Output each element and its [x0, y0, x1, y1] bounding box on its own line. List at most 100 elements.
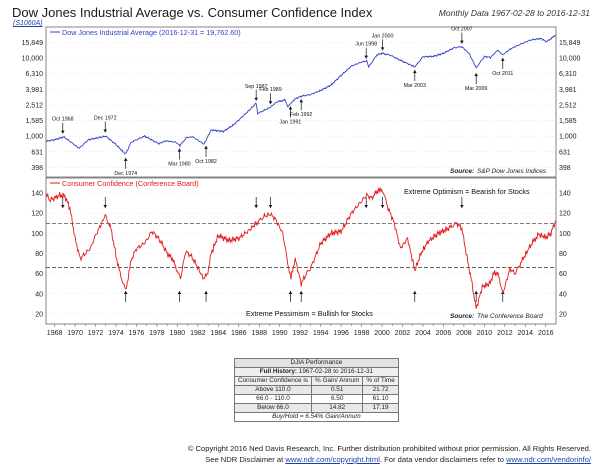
- confidence-source-label: Source:: [450, 313, 474, 320]
- djia-gridlines: [46, 42, 556, 168]
- annotation-label: Feb 1989: [259, 87, 281, 93]
- x-tick-label: 1980: [170, 330, 186, 337]
- x-tick-label: 1984: [211, 330, 227, 337]
- confidence-y-tick-label: 60: [559, 271, 567, 278]
- djia-annotations: Oct 1968 Dec 1972 Dec 1974 Mar 1980 Oct 1982…: [52, 27, 513, 177]
- confidence-arrows: [60, 197, 505, 302]
- djia-y-tick-label: 3,981: [559, 87, 577, 94]
- chart-title: Dow Jones Industrial Average vs. Consume…: [12, 5, 373, 20]
- up-arrowhead: [177, 291, 182, 294]
- x-tick-label: 2008: [456, 330, 472, 337]
- confidence-panel-frame: [45, 177, 557, 325]
- down-arrowhead: [460, 205, 464, 208]
- perf-row-label: Below 66.0: [234, 403, 312, 413]
- djia-y-tick-label: 1,000: [559, 134, 577, 141]
- djia-source-name: S&P Dow Jones Indices: [477, 168, 547, 175]
- confidence-threshold-lines: [46, 222, 556, 268]
- annotation-label: Mar 1980: [168, 161, 190, 167]
- confidence-y-tick-label: 60: [35, 271, 43, 278]
- up-arrowhead: [474, 291, 478, 294]
- annotation-label: Oct 2011: [492, 71, 513, 77]
- annotation-label: Dec 1972: [94, 115, 117, 121]
- x-tick-label: 1986: [231, 330, 247, 337]
- x-tick-label: 1974: [108, 330, 124, 337]
- djia-y-tick-label: 15,849: [559, 40, 581, 47]
- annotation-arrowhead: [123, 157, 128, 161]
- down-arrowhead: [268, 205, 273, 208]
- x-tick-label: 2000: [374, 330, 390, 337]
- perf-row-gain: 0.51: [310, 385, 364, 395]
- x-tick-label: 1998: [354, 330, 370, 337]
- confidence-y-tick-label: 140: [559, 191, 571, 198]
- copyright-notice: © Copyright 2016 Ned Davis Research, Inc…: [187, 444, 591, 453]
- x-tick-label: 2002: [395, 330, 411, 337]
- x-axis-ticks: 1968 1970 1972 1974 1976 1978 1980 1982 1984 1986…: [47, 324, 554, 337]
- djia-y-tick-label: 10,000: [22, 56, 44, 63]
- x-tick-label: 2012: [497, 330, 513, 337]
- perf-full-history-label: Full History:: [259, 368, 298, 375]
- confidence-y-tick-label: 40: [559, 291, 567, 298]
- down-arrowhead: [60, 205, 65, 208]
- confidence-y-tick-label: 20: [35, 311, 43, 318]
- confidence-series-line: [45, 187, 557, 309]
- djia-legend-label: Dow Jones Industrial Average (2016-12-31…: [62, 28, 241, 37]
- confidence-legend-label: Consumer Confidence (Conference Board): [62, 179, 199, 188]
- down-arrowhead: [103, 205, 108, 208]
- annotation-arrowhead: [254, 97, 258, 101]
- djia-y-tick-label: 1,000: [25, 134, 43, 141]
- performance-table: DJIA Performance Full History: 1967-02-2…: [234, 358, 399, 422]
- up-arrowhead: [123, 291, 128, 294]
- x-tick-label: 2016: [538, 330, 554, 337]
- djia-series-line: [45, 34, 557, 155]
- annotation-label: Feb 1992: [290, 112, 312, 118]
- copyright-link[interactable]: www.ndr.com/copyright.html: [285, 455, 380, 464]
- confidence-y-tick-label: 140: [31, 191, 43, 198]
- x-tick-label: 1978: [149, 330, 165, 337]
- perf-row-label: Above 110.0: [234, 385, 312, 395]
- djia-y-tick-labels: 15,849 15,849 10,000 10,000 6,310 6,310 3,981 3…: [22, 40, 581, 172]
- disclaimer-middle: . For data vendor disclaimers refer to: [379, 455, 505, 464]
- x-tick-label: 2006: [436, 330, 452, 337]
- confidence-y-tick-label: 80: [559, 251, 567, 258]
- confidence-y-tick-label: 120: [31, 211, 43, 218]
- annotation-arrowhead: [474, 73, 478, 77]
- confidence-y-tick-label: 120: [559, 211, 571, 218]
- x-tick-label: 2004: [415, 330, 431, 337]
- annotation-label: Dec 1974: [114, 171, 137, 177]
- annotation-label: Oct 2007: [451, 27, 473, 33]
- annotation-arrowhead: [288, 106, 293, 110]
- vendor-info-link[interactable]: www.ndr.com/vendorinfo/: [506, 455, 591, 464]
- up-arrowhead: [299, 291, 304, 294]
- djia-y-tick-label: 3,981: [25, 87, 43, 94]
- perf-heading: DJIA Performance: [234, 358, 399, 368]
- perf-col-header: % Gain/ Annum: [310, 376, 364, 386]
- x-tick-label: 1996: [333, 330, 349, 337]
- annotation-arrowhead: [380, 47, 385, 51]
- confidence-source-name: The Conference Board: [477, 313, 543, 320]
- x-tick-label: 1994: [313, 330, 329, 337]
- x-tick-label: 1968: [47, 330, 63, 337]
- djia-y-tick-label: 398: [559, 165, 571, 172]
- djia-y-tick-label: 1,585: [559, 118, 577, 125]
- annotation-label: Jan 2000: [372, 33, 394, 39]
- annotation-label: Mar 2003: [404, 83, 426, 89]
- x-tick-label: 1970: [67, 330, 83, 337]
- djia-panel-frame: [45, 26, 557, 178]
- x-tick-label: 1988: [251, 330, 267, 337]
- djia-y-tick-label: 631: [31, 149, 43, 156]
- chart-subtitle: Monthly Data 1967-02-28 to 2016-12-31: [438, 8, 590, 18]
- annotation-arrowhead: [60, 130, 65, 134]
- chart-code: (S1060A): [13, 20, 43, 27]
- annotation-arrowhead: [460, 40, 464, 44]
- confidence-y-tick-label: 20: [559, 311, 567, 318]
- table-row: Above 110.0 0.51 21.72: [234, 385, 399, 395]
- x-tick-label: 1982: [190, 330, 206, 337]
- confidence-y-tick-label: 100: [559, 231, 571, 238]
- annotation-label: Sep 1987: [245, 84, 268, 90]
- perf-row-gain: 14.82: [310, 403, 364, 413]
- x-tick-label: 1990: [272, 330, 288, 337]
- annotation-arrowhead: [268, 101, 273, 105]
- djia-y-tick-label: 15,849: [22, 40, 44, 47]
- table-row: Below 66.0 14.82 17.19: [234, 403, 399, 413]
